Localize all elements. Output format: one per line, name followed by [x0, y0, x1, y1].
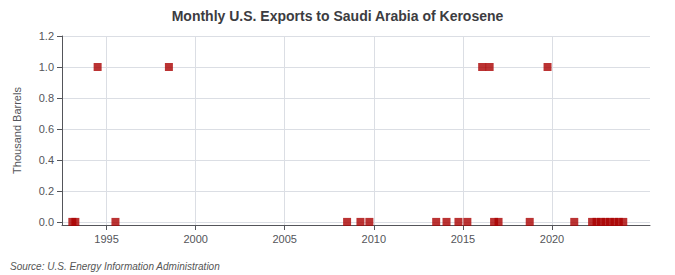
svg-text:0.6: 0.6 — [39, 123, 54, 135]
svg-text:2005: 2005 — [272, 233, 296, 245]
svg-text:1.2: 1.2 — [39, 30, 54, 42]
svg-text:Source: U.S. Energy Informatio: Source: U.S. Energy Information Administ… — [10, 261, 220, 272]
svg-text:0.8: 0.8 — [39, 92, 54, 104]
svg-text:0.0: 0.0 — [39, 216, 54, 228]
svg-text:2000: 2000 — [183, 233, 207, 245]
svg-text:0.4: 0.4 — [39, 154, 54, 166]
svg-text:Thousand Barrels: Thousand Barrels — [11, 87, 23, 174]
svg-text:0.2: 0.2 — [39, 185, 54, 197]
svg-text:2015: 2015 — [451, 233, 475, 245]
svg-text:2020: 2020 — [540, 233, 564, 245]
svg-text:Monthly U.S. Exports to Saudi: Monthly U.S. Exports to Saudi Arabia of … — [172, 8, 504, 24]
svg-text:1.0: 1.0 — [39, 61, 54, 73]
svg-text:2010: 2010 — [362, 233, 386, 245]
svg-text:1995: 1995 — [94, 233, 118, 245]
